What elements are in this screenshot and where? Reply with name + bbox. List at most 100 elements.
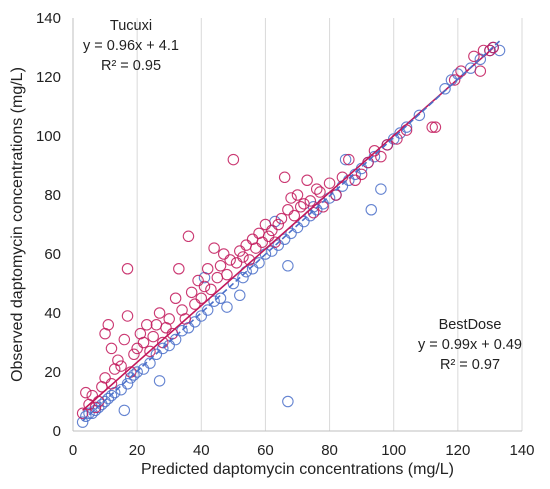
y-axis-title: Observed daptomycin concentrations (mg/L…: [9, 67, 26, 382]
tucuxi-point: [250, 242, 262, 254]
tucuxi-point: [288, 209, 301, 222]
x-tick-labels: 0 20 40 60 80 100 120 140: [69, 442, 535, 459]
x-tick-label: 140: [509, 442, 534, 459]
tucuxi-point: [211, 271, 224, 284]
tucuxi-point: [198, 280, 211, 293]
tucuxi-point: [128, 348, 140, 361]
bestdose-point: [272, 239, 285, 251]
tucuxi-point: [304, 195, 317, 207]
tucuxi-point: [144, 345, 156, 358]
tucuxi-point: [484, 44, 496, 57]
bestdose-r-squared: R² = 0.97: [440, 357, 500, 373]
tucuxi-point: [150, 319, 163, 331]
bestdose-point: [124, 372, 137, 384]
tucuxi-point: [240, 239, 252, 251]
tucuxi-point: [105, 342, 118, 355]
tucuxi-point: [227, 153, 240, 166]
tucuxi-point: [173, 262, 185, 275]
bestdose-point: [214, 292, 227, 304]
x-tick-label: 40: [193, 442, 210, 459]
tucuxi-point: [182, 230, 195, 243]
tucuxi-annotation: Tucuxi y = 0.96x + 4.1 R² = 0.95: [83, 18, 179, 74]
tucuxi-equation: y = 0.96x + 4.1: [83, 38, 179, 54]
tucuxi-point: [112, 354, 124, 366]
tucuxi-point: [355, 168, 368, 181]
bestdose-point: [394, 127, 406, 139]
tucuxi-point: [205, 283, 217, 296]
tucuxi-point: [291, 189, 304, 201]
tucuxi-point: [121, 262, 134, 275]
tucuxi-point: [262, 230, 275, 243]
bestdose-point: [291, 221, 304, 234]
bestdose-point: [99, 395, 111, 408]
tucuxi-point: [259, 218, 272, 231]
bestdose-annotation: BestDose y = 0.99x + 0.49 R² = 0.97: [418, 317, 522, 373]
bestdose-point: [387, 133, 400, 145]
tucuxi-point: [474, 65, 487, 77]
tucuxi-point: [80, 386, 92, 399]
tucuxi-point: [169, 292, 182, 304]
x-tick-label: 0: [69, 442, 77, 459]
tucuxi-point: [195, 292, 208, 304]
bestdose-point: [105, 389, 118, 402]
tucuxi-point: [105, 378, 118, 390]
tucuxi-point: [230, 257, 243, 269]
tucuxi-point: [282, 204, 294, 216]
bestdose-point: [128, 369, 140, 381]
bestdose-point: [221, 301, 233, 313]
tucuxi-r-squared: R² = 0.95: [101, 58, 161, 74]
bestdose-point: [96, 398, 108, 411]
axes: [72, 18, 522, 432]
tucuxi-point: [314, 186, 326, 198]
tucuxi-point: [234, 245, 246, 257]
bestdose-point: [400, 121, 413, 133]
x-tick-label: 80: [321, 442, 338, 459]
tucuxi-point: [131, 342, 143, 355]
tucuxi-point: [224, 254, 236, 266]
bestdose-point: [150, 348, 163, 361]
y-tick-label: 100: [36, 128, 61, 145]
grid-lines: [136, 18, 523, 431]
tucuxi-point: [294, 201, 307, 213]
tucuxi-point: [243, 254, 256, 266]
bestdose-point: [169, 333, 182, 346]
tucuxi-point: [272, 218, 285, 231]
tucuxi-point: [285, 192, 297, 204]
bestdose-trendline: [82, 40, 501, 422]
x-tick-label: 100: [381, 442, 406, 459]
bestdose-point: [298, 215, 310, 228]
tucuxi-point: [208, 242, 220, 254]
tucuxi-point: [179, 313, 192, 325]
bestdose-point: [195, 310, 208, 322]
tucuxi-point: [86, 389, 98, 402]
tucuxi-point: [192, 274, 204, 287]
tucuxi-point: [426, 121, 438, 133]
bestdose-point: [118, 404, 131, 417]
bestdose-equation: y = 0.99x + 0.49: [418, 337, 522, 353]
x-axis-title: Predicted daptomycin concentrations (mg/…: [141, 461, 454, 478]
bestdose-point: [163, 339, 175, 352]
x-tick-label: 120: [445, 442, 470, 459]
tucuxi-point: [349, 174, 361, 187]
tucuxi-point: [375, 150, 387, 163]
y-tick-label: 140: [36, 10, 61, 27]
bestdose-point: [153, 375, 166, 387]
tucuxi-point: [278, 171, 291, 184]
y-tick-label: 20: [44, 364, 61, 381]
bestdose-point: [282, 395, 294, 408]
bestdose-point: [83, 407, 95, 420]
y-tick-label: 80: [44, 187, 61, 204]
y-tick-label: 120: [36, 69, 61, 86]
bestdose-point: [365, 204, 378, 216]
bestdose-point: [343, 174, 355, 187]
tucuxi-point: [141, 319, 153, 331]
tucuxi-point: [275, 212, 288, 225]
y-tick-labels: 0 20 40 60 80 100 120 140: [36, 10, 61, 440]
tucuxi-point: [221, 268, 233, 281]
bestdose-point: [439, 83, 451, 95]
tucuxi-point: [89, 401, 102, 414]
bestdose-point: [375, 183, 387, 195]
tucuxi-point: [237, 251, 249, 263]
tucuxi-point: [115, 360, 127, 372]
tucuxi-point: [214, 260, 227, 272]
